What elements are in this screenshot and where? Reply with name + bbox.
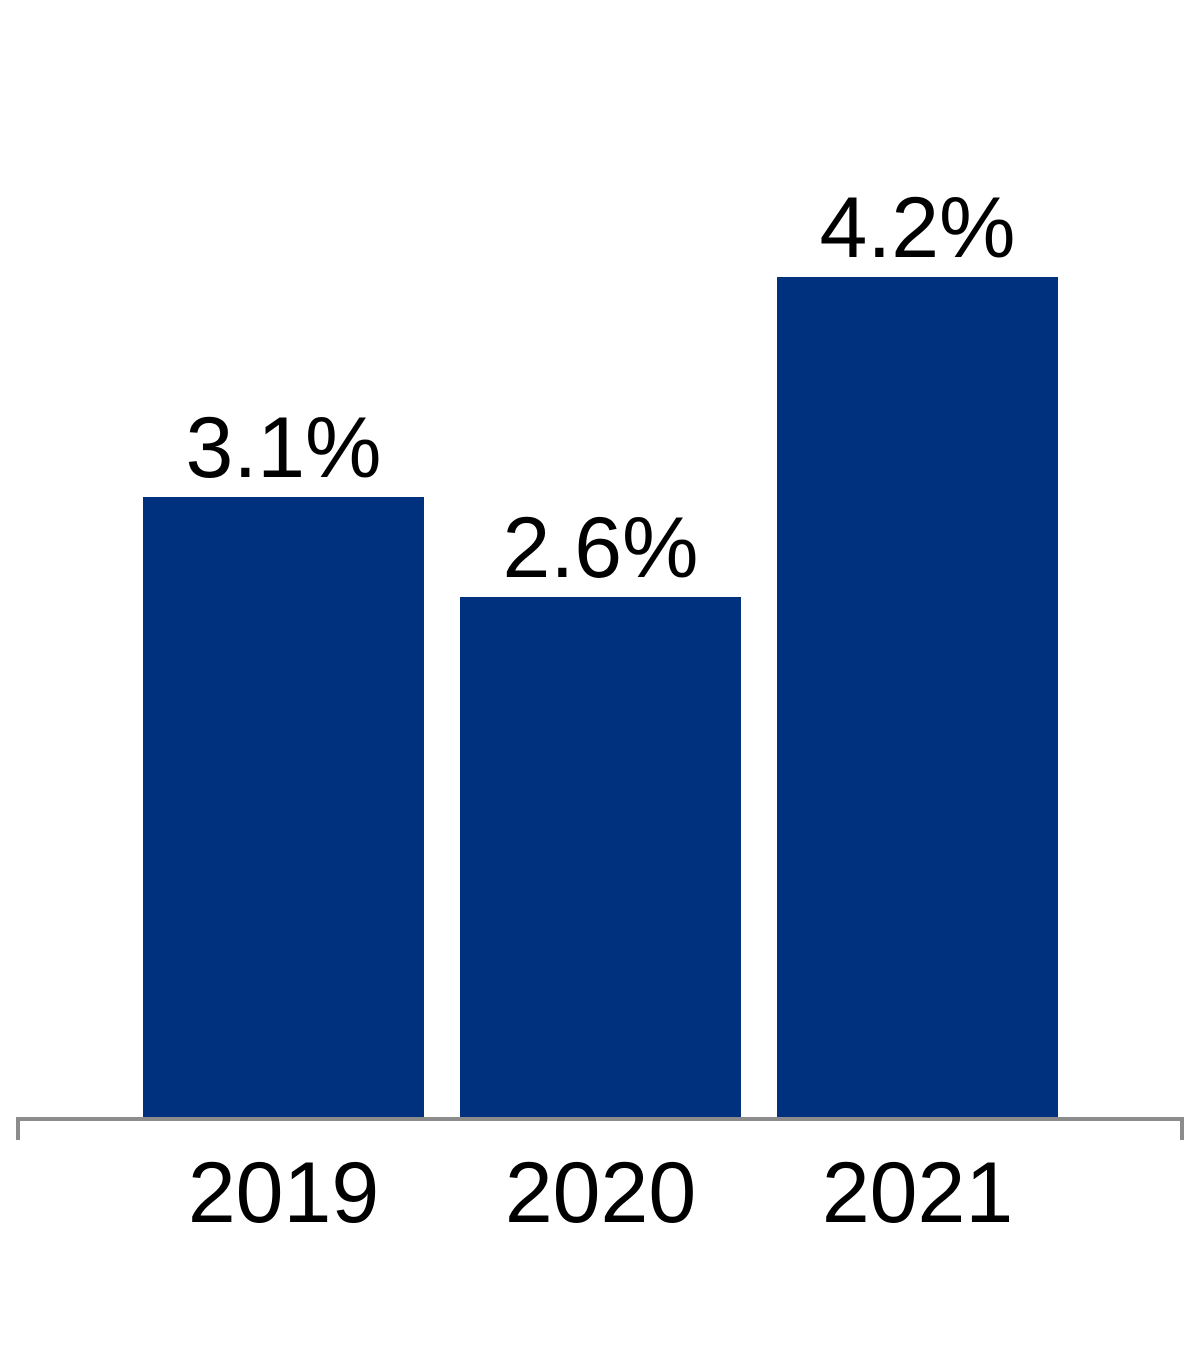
bar-2021 <box>777 277 1058 1117</box>
x-tick-label-2020: 2020 <box>505 1145 696 1241</box>
value-label-2020: 2.6% <box>502 500 698 596</box>
bars-group <box>143 277 1058 1117</box>
x-tick-label-2019: 2019 <box>188 1145 379 1241</box>
value-labels-group: 3.1% 2.6% 4.2% <box>185 180 1015 596</box>
x-tick-label-2021: 2021 <box>822 1145 1013 1241</box>
bar-2020 <box>460 597 741 1117</box>
value-label-2019: 3.1% <box>185 400 381 496</box>
x-axis-line <box>16 1117 1184 1140</box>
x-tick-labels-group: 2019 2020 2021 <box>188 1145 1013 1241</box>
bar-2019 <box>143 497 424 1117</box>
value-label-2021: 4.2% <box>819 180 1015 276</box>
